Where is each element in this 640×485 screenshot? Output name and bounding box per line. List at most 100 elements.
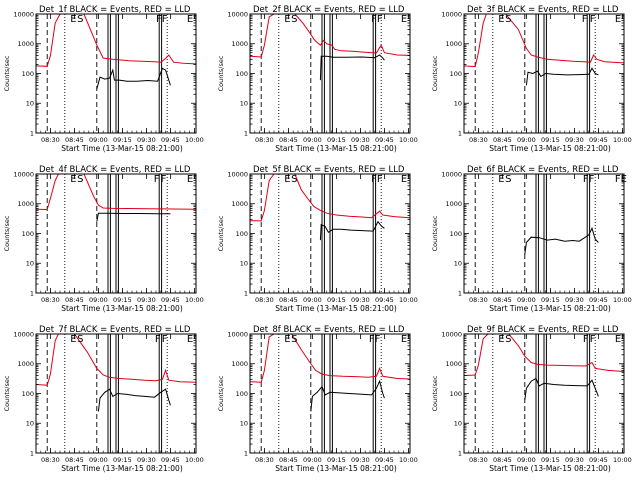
x-tick-label: 08:45 (279, 296, 298, 304)
x-tick-label: 09:00 (517, 456, 536, 464)
y-tick-label: 100 (236, 390, 248, 398)
x-tick-label: 09:15 (327, 136, 346, 144)
x-tick-label: 08:45 (279, 456, 298, 464)
flag-label: FE (615, 174, 627, 185)
y-tick-label: 1000 (445, 360, 462, 368)
y-tick-label: 1 (458, 129, 462, 137)
x-tick-label: 09:00 (89, 296, 108, 304)
x-tick-label: 09:00 (303, 296, 322, 304)
y-tick-label: 10000 (13, 170, 34, 178)
x-tick-label: 09:15 (541, 456, 560, 464)
series-events-black (319, 54, 385, 81)
y-tick-label: 1 (458, 289, 462, 297)
x-tick-label: 09:15 (113, 456, 132, 464)
flag-label: E (187, 174, 193, 185)
y-axis-label: Counts/sec (217, 55, 225, 91)
x-tick-label: 08:30 (41, 296, 60, 304)
y-tick-label: 1 (244, 289, 248, 297)
series-events-black (525, 67, 599, 86)
x-tick-label: 08:30 (255, 136, 274, 144)
panel-title: Det_5f BLACK = Events, RED = LLD (253, 165, 405, 175)
panel-title: Det_2f BLACK = Events, RED = LLD (253, 5, 405, 15)
y-tick-label: 1 (30, 289, 34, 297)
flag-label: E (401, 174, 407, 185)
y-tick-label: 10 (240, 420, 248, 428)
y-tick-label: 10000 (13, 10, 34, 18)
x-tick-label: 09:00 (89, 456, 108, 464)
y-tick-label: 100 (450, 230, 462, 238)
y-tick-label: 10000 (441, 10, 462, 18)
flag-label: S (77, 174, 83, 185)
y-tick-label: 100 (450, 70, 462, 78)
y-tick-label: 1000 (445, 200, 462, 208)
x-tick-label: 10:00 (399, 456, 418, 464)
x-tick-label: 09:00 (517, 136, 536, 144)
series-lld-red (36, 334, 196, 386)
x-tick-label: 09:15 (327, 456, 346, 464)
x-tick-label: 10:00 (613, 296, 632, 304)
y-tick-label: 10 (26, 100, 34, 108)
x-axis-label: Start Time (13-Mar-15 08:21:00) (61, 464, 183, 473)
x-tick-label: 08:45 (493, 296, 512, 304)
y-tick-label: 1000 (17, 40, 34, 48)
x-tick-label: 09:30 (351, 296, 370, 304)
flag-label: S (291, 14, 297, 25)
x-tick-label: 09:30 (565, 456, 584, 464)
y-tick-label: 100 (236, 230, 248, 238)
y-tick-label: 1 (244, 129, 248, 137)
y-axis-label: Counts/sec (431, 375, 439, 411)
series-lld-red (36, 174, 196, 211)
y-axis-label: Counts/sec (217, 215, 225, 251)
x-tick-label: 09:45 (375, 296, 394, 304)
series-events-black (524, 226, 599, 255)
flag-label: F (162, 334, 168, 345)
panel-9: 1 10 100 1000 10000 08:30 08:45 09:00 09:15 09:30… (431, 325, 632, 473)
flag-label: F (583, 334, 589, 345)
series-events-black (524, 377, 599, 401)
y-axis-label: Counts/sec (3, 375, 11, 411)
x-axis-label: Start Time (13-Mar-15 08:21:00) (489, 464, 611, 473)
flag-label: S (505, 334, 511, 345)
flag-label: E (70, 14, 76, 25)
panel-3: 1 10 100 1000 10000 08:30 08:45 09:00 09:15 09:30… (431, 5, 632, 153)
x-tick-label: 09:30 (565, 296, 584, 304)
x-tick-label: 10:00 (185, 136, 204, 144)
x-tick-label: 08:30 (255, 296, 274, 304)
marker-lines (250, 334, 410, 453)
x-tick-label: 09:45 (375, 136, 394, 144)
x-tick-label: 10:00 (613, 136, 632, 144)
flag-label: S (77, 334, 83, 345)
y-tick-label: 10 (26, 260, 34, 268)
x-tick-label: 09:30 (137, 296, 156, 304)
flag-label: F (156, 14, 162, 25)
y-tick-label: 1000 (17, 200, 34, 208)
y-axis-label: Counts/sec (217, 375, 225, 411)
x-tick-label: 09:15 (113, 136, 132, 144)
series-lld-red (464, 334, 624, 377)
y-tick-label: 10000 (227, 330, 248, 338)
panel-title: Det_1f BLACK = Events, RED = LLD (39, 5, 191, 15)
y-tick-label: 10 (454, 260, 462, 268)
y-tick-label: 10 (454, 100, 462, 108)
x-tick-label: 09:30 (351, 136, 370, 144)
x-tick-label: 08:45 (65, 296, 84, 304)
marker-lines (464, 14, 624, 133)
y-axis-label: Counts/sec (431, 215, 439, 251)
series-events-black (97, 388, 171, 412)
panel-1: 1 10 100 1000 10000 08:30 08:45 09:00 09:15 09:30… (3, 5, 204, 153)
x-axis-label: Start Time (13-Mar-15 08:21:00) (275, 304, 397, 313)
series-events-black (96, 67, 171, 90)
x-tick-label: 08:45 (65, 456, 84, 464)
x-axis-label: Start Time (13-Mar-15 08:21:00) (489, 304, 611, 313)
marker-lines (36, 174, 196, 293)
x-tick-label: 10:00 (185, 456, 204, 464)
flag-label: E (401, 14, 407, 25)
x-tick-label: 09:30 (565, 136, 584, 144)
series-lld-red (36, 14, 196, 67)
panel-6: 1 10 100 1000 10000 08:30 08:45 09:00 09:15 09:30… (431, 165, 632, 313)
x-tick-label: 08:30 (469, 296, 488, 304)
series-events-black (319, 220, 385, 241)
panel-title: Det_3f BLACK = Events, RED = LLD (467, 5, 619, 15)
marker-lines (36, 14, 196, 133)
x-tick-label: 09:00 (517, 296, 536, 304)
